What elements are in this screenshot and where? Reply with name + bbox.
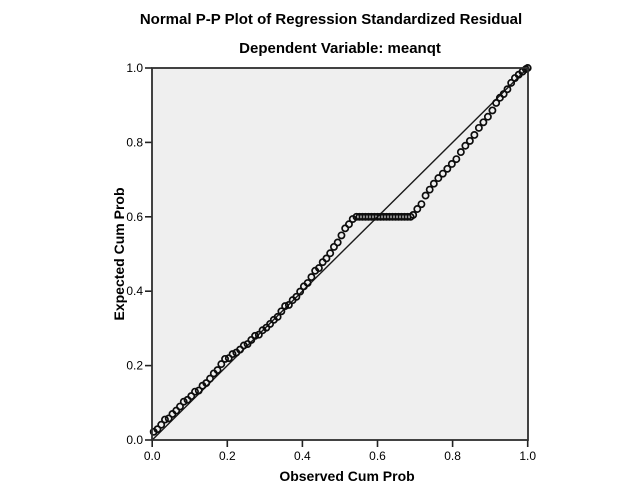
data-point bbox=[303, 279, 312, 287]
data-point bbox=[333, 238, 342, 247]
y-tick-label: 0.6 bbox=[126, 210, 143, 224]
data-point bbox=[329, 242, 338, 251]
y-tick-label: 0.0 bbox=[126, 433, 143, 447]
x-axis-ticks: 0.0 0.2 0.4 0.6 0.8 1.0 bbox=[144, 440, 536, 463]
data-point bbox=[434, 174, 443, 183]
data-point bbox=[194, 386, 203, 395]
reference-line bbox=[151, 67, 529, 441]
data-point bbox=[161, 415, 169, 424]
data-point bbox=[296, 287, 305, 296]
data-point bbox=[228, 350, 237, 359]
data-point bbox=[507, 78, 516, 87]
data-point bbox=[179, 397, 188, 406]
data-point bbox=[337, 231, 346, 240]
x-tick-label: 1.0 bbox=[519, 449, 536, 463]
chart-subtitle: Dependent Variable: meanqt bbox=[239, 40, 441, 57]
data-point bbox=[314, 264, 323, 273]
y-tick-label: 1.0 bbox=[126, 61, 143, 75]
y-tick-label: 0.4 bbox=[126, 284, 143, 298]
data-point bbox=[417, 200, 426, 209]
data-point bbox=[284, 301, 293, 309]
data-point bbox=[217, 360, 226, 369]
data-point bbox=[429, 179, 438, 188]
data-point bbox=[503, 85, 512, 94]
x-tick-label: 0.8 bbox=[444, 449, 461, 463]
data-point bbox=[479, 118, 488, 127]
x-tick-label: 0.2 bbox=[219, 449, 236, 463]
data-point bbox=[213, 366, 222, 375]
data-point bbox=[438, 169, 447, 178]
scatter-points bbox=[149, 64, 532, 436]
data-point bbox=[488, 106, 497, 115]
data-point bbox=[202, 379, 211, 388]
data-point bbox=[164, 414, 173, 423]
data-point bbox=[499, 90, 508, 98]
chart-title: Normal P-P Plot of Regression Standardiz… bbox=[139, 11, 523, 28]
data-point bbox=[461, 141, 470, 150]
data-point bbox=[277, 307, 286, 316]
data-point bbox=[254, 330, 263, 339]
data-point bbox=[206, 374, 214, 383]
plot-frame bbox=[151, 67, 529, 441]
data-point bbox=[483, 112, 492, 121]
data-point bbox=[273, 312, 282, 321]
x-axis-title: Observed Cum Prob bbox=[279, 468, 415, 484]
data-point bbox=[176, 402, 184, 411]
data-point bbox=[492, 99, 501, 107]
data-point bbox=[456, 148, 465, 157]
x-tick-label: 0.4 bbox=[294, 449, 311, 463]
x-tick-label: 0.6 bbox=[369, 449, 386, 463]
data-point bbox=[187, 392, 196, 401]
data-point bbox=[421, 191, 430, 200]
data-point bbox=[447, 160, 456, 168]
data-point bbox=[191, 387, 199, 396]
data-point bbox=[452, 155, 461, 164]
data-point bbox=[345, 220, 353, 229]
data-point bbox=[425, 185, 434, 194]
data-point bbox=[443, 164, 452, 173]
data-point bbox=[465, 136, 474, 145]
data-point bbox=[413, 205, 422, 213]
data-point bbox=[221, 354, 229, 363]
data-point bbox=[409, 210, 418, 219]
data-point bbox=[153, 425, 162, 434]
data-point bbox=[326, 249, 335, 258]
data-point bbox=[470, 131, 479, 139]
data-point bbox=[251, 331, 260, 340]
data-point bbox=[322, 254, 331, 263]
x-tick-label: 0.0 bbox=[144, 449, 161, 463]
data-point bbox=[281, 302, 290, 311]
data-point bbox=[157, 420, 166, 429]
y-tick-label: 0.2 bbox=[126, 359, 143, 373]
y-tick-label: 0.8 bbox=[126, 135, 143, 149]
data-point bbox=[307, 273, 316, 282]
y-axis-ticks: 0.0 0.2 0.4 0.6 0.8 1.0 bbox=[126, 61, 152, 447]
data-point bbox=[292, 292, 301, 301]
data-point bbox=[474, 123, 483, 132]
data-point bbox=[239, 341, 248, 350]
